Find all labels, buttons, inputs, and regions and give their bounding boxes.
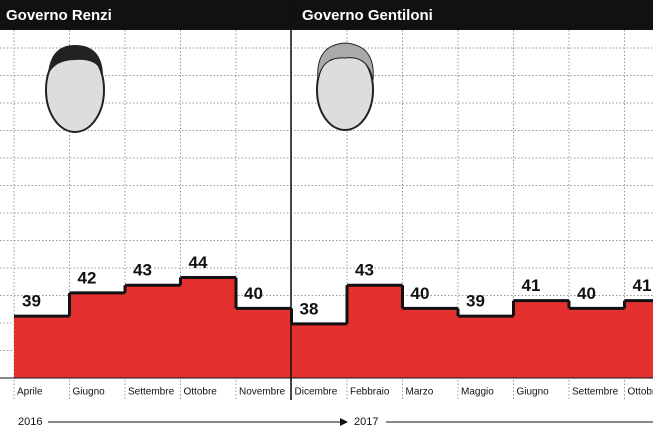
- x-tick-label: Dicembre: [295, 387, 338, 398]
- area-step: [514, 301, 570, 378]
- value-label: 43: [133, 261, 152, 280]
- x-tick-label: Giugno: [517, 387, 550, 398]
- area-step: [14, 316, 70, 378]
- value-label: 42: [78, 268, 97, 287]
- x-tick-label: Giugno: [73, 387, 106, 398]
- year-label: 2016: [18, 416, 42, 428]
- area-step: [70, 293, 126, 378]
- portrait: [46, 43, 373, 132]
- area-step: [403, 308, 459, 378]
- x-tick-label: Aprile: [17, 387, 43, 398]
- year-label: 2017: [354, 416, 378, 428]
- area-step: [181, 277, 237, 378]
- plot: 39 Aprile 42 Giugno 43 Settembre 44 Ottobre 40 No…: [14, 253, 653, 398]
- area-step: [625, 301, 653, 378]
- value-label: 43: [355, 261, 374, 280]
- value-label: 40: [411, 284, 430, 303]
- x-tick-label: Maggio: [461, 387, 494, 398]
- year-arrow-head: [340, 418, 348, 426]
- value-label: 41: [633, 276, 652, 295]
- x-tick-label: Ottobre: [184, 387, 218, 398]
- x-tick-label: Ottobre: [628, 387, 653, 398]
- x-tick-label: Novembre: [239, 387, 286, 398]
- x-tick-label: Febbraio: [350, 387, 390, 398]
- value-label: 41: [522, 276, 541, 295]
- x-tick-label: Marzo: [406, 387, 434, 398]
- header-title: Governo Gentiloni: [302, 7, 433, 24]
- area-step: [347, 285, 403, 378]
- header-title: Governo Renzi: [6, 7, 112, 24]
- x-tick-label: Settembre: [128, 387, 175, 398]
- value-label: 39: [466, 292, 485, 311]
- area-step: [569, 308, 625, 378]
- area-step: [458, 316, 514, 378]
- value-label: 44: [189, 253, 208, 272]
- value-label: 40: [244, 284, 263, 303]
- area-step: [292, 324, 348, 378]
- chart: Governo Renzi Governo Gentiloni 39 Aprile…: [0, 0, 653, 432]
- value-label: 38: [300, 299, 319, 318]
- area-step: [236, 308, 292, 378]
- value-label: 40: [577, 284, 596, 303]
- area-step: [125, 285, 181, 378]
- x-tick-label: Settembre: [572, 387, 619, 398]
- value-label: 39: [22, 292, 41, 311]
